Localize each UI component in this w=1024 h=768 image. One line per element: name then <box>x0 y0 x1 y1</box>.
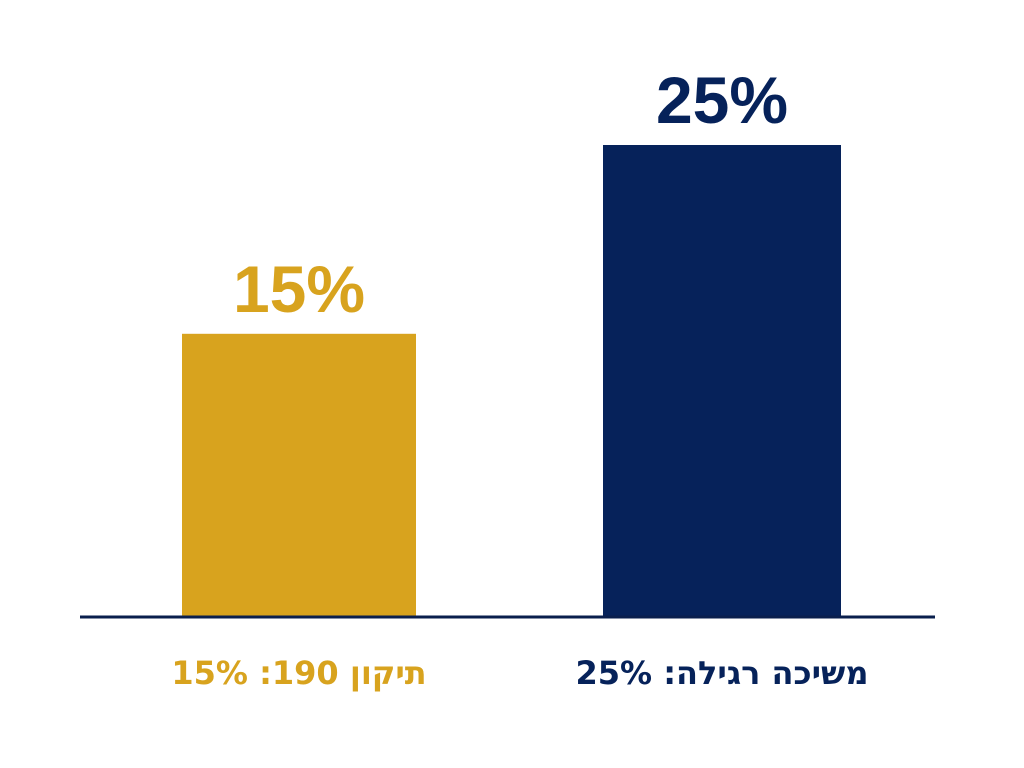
category-label-1: תיקון 190: 15% <box>171 654 426 692</box>
bar-1 <box>182 333 416 617</box>
category-labels-group: תיקון 190: 15% משיכה רגילה: 25% <box>171 654 868 692</box>
category-label-2: משיכה רגילה: 25% <box>576 654 869 692</box>
bar-value-label-1: 15% <box>233 252 365 326</box>
bar-value-label-2: 25% <box>656 63 788 137</box>
value-labels-group: 15% 25% <box>233 63 788 326</box>
bars-group <box>182 145 841 617</box>
bar-2 <box>603 145 841 617</box>
